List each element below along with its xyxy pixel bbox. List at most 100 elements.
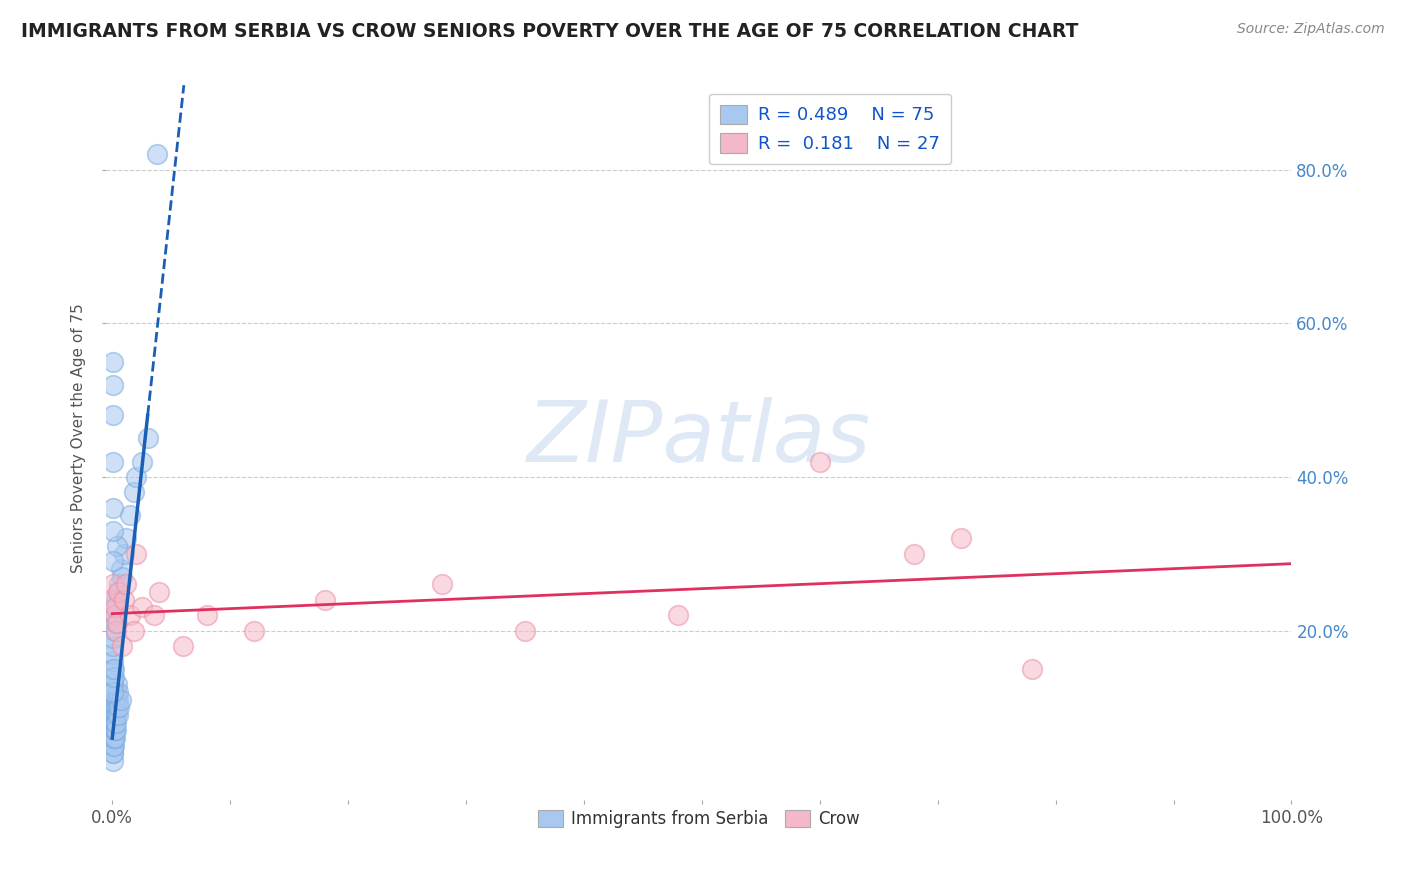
Point (104, 708, 127, 723)
Point (103, 715, 125, 730)
Point (118, 508, 141, 523)
Point (104, 723, 127, 738)
Point (104, 700, 127, 714)
Point (104, 708, 127, 723)
Point (101, 747, 124, 761)
Point (103, 723, 125, 738)
Point (103, 454, 125, 468)
Text: IMMIGRANTS FROM SERBIA VS CROW SENIORS POVERTY OVER THE AGE OF 75 CORRELATION CH: IMMIGRANTS FROM SERBIA VS CROW SENIORS P… (21, 22, 1078, 41)
Point (108, 700, 131, 714)
Point (172, 639, 194, 653)
Point (108, 577, 131, 591)
Point (513, 624, 536, 638)
Point (111, 570, 134, 584)
Point (101, 677, 124, 691)
Point (101, 739, 124, 753)
Point (195, 608, 218, 623)
Point (101, 662, 124, 676)
Point (103, 577, 125, 591)
Point (105, 600, 128, 615)
Point (101, 723, 124, 738)
Point (103, 723, 125, 738)
Point (136, 432, 159, 446)
Point (103, 639, 125, 653)
Point (104, 692, 127, 706)
Point (103, 715, 125, 730)
Point (104, 608, 127, 623)
Point (1021, 662, 1043, 676)
Point (103, 500, 125, 515)
Point (103, 592, 125, 607)
Point (105, 677, 128, 691)
Point (103, 647, 125, 661)
Point (118, 608, 141, 623)
Point (142, 608, 165, 623)
Point (104, 615, 127, 630)
Point (107, 585, 129, 599)
Point (103, 524, 125, 538)
Point (103, 654, 125, 668)
Point (950, 532, 973, 546)
Point (146, 147, 169, 161)
Point (111, 639, 134, 653)
Point (107, 692, 129, 706)
Point (115, 577, 138, 591)
Point (103, 708, 125, 723)
Point (103, 731, 125, 745)
Point (101, 715, 124, 730)
Point (131, 600, 153, 615)
Point (432, 577, 454, 591)
Point (103, 354, 125, 368)
Point (103, 409, 125, 423)
Legend: Immigrants from Serbia, Crow: Immigrants from Serbia, Crow (531, 803, 868, 835)
Point (103, 554, 125, 568)
Point (314, 592, 336, 607)
Point (808, 454, 831, 468)
Text: Source: ZipAtlas.com: Source: ZipAtlas.com (1237, 22, 1385, 37)
Point (104, 685, 127, 699)
Point (101, 670, 124, 684)
Point (107, 708, 129, 723)
Point (110, 692, 132, 706)
Point (107, 685, 129, 699)
Point (242, 624, 264, 638)
Point (125, 547, 148, 561)
Point (666, 608, 689, 623)
Point (110, 562, 132, 576)
Point (104, 731, 127, 745)
Point (103, 692, 125, 706)
Point (103, 715, 125, 730)
Point (104, 600, 127, 615)
Point (104, 715, 127, 730)
Point (105, 539, 128, 553)
Point (103, 708, 125, 723)
Point (104, 608, 127, 623)
Point (103, 731, 125, 745)
Point (112, 547, 135, 561)
Point (105, 615, 128, 630)
Point (103, 747, 125, 761)
Point (103, 723, 125, 738)
Point (103, 631, 125, 645)
Point (103, 739, 125, 753)
Point (103, 377, 125, 392)
Point (103, 739, 125, 753)
Point (105, 700, 128, 714)
Point (103, 700, 125, 714)
Point (115, 532, 138, 546)
Point (125, 470, 148, 484)
Point (103, 731, 125, 745)
Text: ZIPatlas: ZIPatlas (527, 397, 872, 480)
Point (104, 715, 127, 730)
Point (103, 700, 125, 714)
Point (903, 547, 925, 561)
Point (104, 723, 127, 738)
Point (122, 624, 145, 638)
Point (104, 592, 127, 607)
Point (101, 731, 124, 745)
Point (104, 624, 127, 638)
Point (101, 754, 124, 768)
Y-axis label: Seniors Poverty Over the Age of 75: Seniors Poverty Over the Age of 75 (72, 303, 86, 574)
Point (103, 685, 125, 699)
Point (122, 485, 145, 500)
